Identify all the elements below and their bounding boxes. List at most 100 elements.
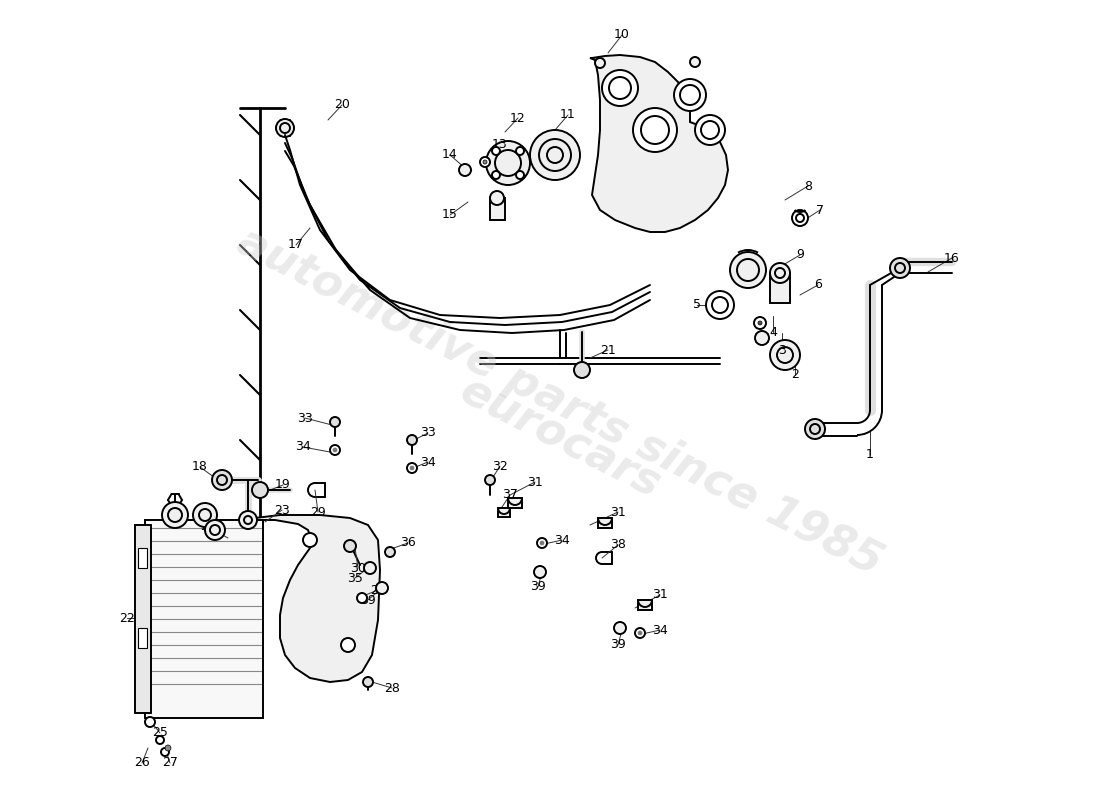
Text: 10: 10 <box>614 29 630 42</box>
Circle shape <box>407 435 417 445</box>
Circle shape <box>638 631 642 635</box>
Circle shape <box>376 582 388 594</box>
Text: 6: 6 <box>814 278 822 291</box>
Text: 15: 15 <box>442 209 458 222</box>
Bar <box>490 198 505 220</box>
Circle shape <box>364 562 376 574</box>
Text: 34: 34 <box>295 441 311 454</box>
Text: 14: 14 <box>442 149 458 162</box>
Text: 1: 1 <box>866 449 873 462</box>
Text: 5: 5 <box>693 298 701 311</box>
Circle shape <box>385 547 395 557</box>
Circle shape <box>192 503 217 527</box>
Circle shape <box>706 291 734 319</box>
Text: 39: 39 <box>360 594 376 606</box>
Polygon shape <box>590 55 728 232</box>
Text: 38: 38 <box>610 538 626 551</box>
Circle shape <box>492 171 500 179</box>
Bar <box>135 525 151 713</box>
Circle shape <box>690 57 700 67</box>
Circle shape <box>358 593 367 603</box>
Circle shape <box>145 717 155 727</box>
Circle shape <box>486 141 530 185</box>
Circle shape <box>635 628 645 638</box>
Text: 30: 30 <box>350 562 366 574</box>
Text: 7: 7 <box>816 203 824 217</box>
Text: 20: 20 <box>334 98 350 111</box>
Circle shape <box>632 108 676 152</box>
Circle shape <box>595 58 605 68</box>
Circle shape <box>459 164 471 176</box>
Circle shape <box>516 171 524 179</box>
Text: 37: 37 <box>502 489 518 502</box>
Text: 28: 28 <box>384 682 400 694</box>
Circle shape <box>212 470 232 490</box>
Text: 26: 26 <box>134 757 150 770</box>
Text: 2: 2 <box>791 369 799 382</box>
Circle shape <box>890 258 910 278</box>
Text: 39: 39 <box>610 638 626 651</box>
Text: 33: 33 <box>420 426 436 439</box>
Circle shape <box>407 463 417 473</box>
Circle shape <box>805 419 825 439</box>
Circle shape <box>276 119 294 137</box>
Bar <box>138 548 147 568</box>
Circle shape <box>730 252 766 288</box>
Text: 4: 4 <box>769 326 777 338</box>
Circle shape <box>341 638 355 652</box>
Circle shape <box>534 566 546 578</box>
Text: 29: 29 <box>310 506 326 518</box>
Text: 34: 34 <box>554 534 570 546</box>
Circle shape <box>165 745 170 751</box>
Bar <box>145 520 263 718</box>
Circle shape <box>344 540 356 552</box>
Circle shape <box>162 502 188 528</box>
Polygon shape <box>250 515 380 682</box>
Text: 3: 3 <box>778 343 785 357</box>
Text: 24: 24 <box>370 583 386 597</box>
Circle shape <box>530 130 580 180</box>
Text: 33: 33 <box>297 411 312 425</box>
Text: 9: 9 <box>796 249 804 262</box>
Text: 36: 36 <box>400 537 416 550</box>
Text: 18: 18 <box>192 461 208 474</box>
Bar <box>498 508 510 517</box>
Text: 23: 23 <box>274 503 290 517</box>
Bar <box>138 628 147 648</box>
Text: 25: 25 <box>152 726 168 739</box>
Circle shape <box>758 321 762 325</box>
Circle shape <box>333 448 337 452</box>
Text: 16: 16 <box>944 251 960 265</box>
Text: eurocars: eurocars <box>452 369 668 507</box>
Text: 35: 35 <box>348 571 363 585</box>
Text: 31: 31 <box>652 589 668 602</box>
Circle shape <box>770 263 790 283</box>
Circle shape <box>792 210 808 226</box>
Text: 13: 13 <box>492 138 508 150</box>
Circle shape <box>537 538 547 548</box>
Circle shape <box>540 541 544 545</box>
Circle shape <box>754 317 766 329</box>
Text: 21: 21 <box>601 343 616 357</box>
Circle shape <box>602 70 638 106</box>
Circle shape <box>410 466 414 470</box>
Circle shape <box>161 748 169 756</box>
Circle shape <box>330 417 340 427</box>
Text: 34: 34 <box>420 455 436 469</box>
Text: 19: 19 <box>275 478 290 491</box>
Circle shape <box>483 160 487 164</box>
Circle shape <box>770 340 800 370</box>
Bar <box>638 600 652 610</box>
Circle shape <box>516 147 524 155</box>
Text: 31: 31 <box>610 506 626 518</box>
Text: 12: 12 <box>510 111 526 125</box>
Circle shape <box>302 533 317 547</box>
Circle shape <box>205 520 225 540</box>
Text: 8: 8 <box>804 179 812 193</box>
Circle shape <box>492 147 500 155</box>
Circle shape <box>252 482 268 498</box>
Bar <box>598 518 612 528</box>
Text: 32: 32 <box>492 459 508 473</box>
Text: 27: 27 <box>162 757 178 770</box>
Bar <box>770 273 790 303</box>
